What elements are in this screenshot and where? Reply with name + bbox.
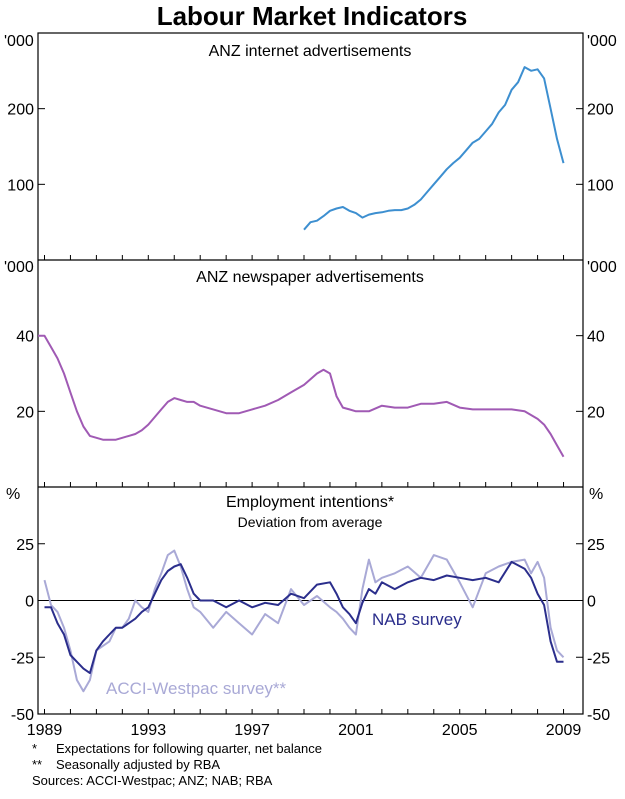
y-tick-label-left: 100	[7, 177, 34, 194]
unit-label-left-p1: '000	[4, 33, 34, 50]
acci-series-label: ACCI-Westpac survey**	[106, 679, 287, 698]
y-tick-label-right: 25	[587, 537, 605, 554]
series-line-anz-newspaper-advertisements	[38, 334, 565, 458]
panel-title-employment: Employment intentions*	[226, 494, 394, 511]
y-tick-label-left: 40	[16, 329, 34, 346]
sources-note: Sources: ACCI-Westpac; ANZ; NAB; RBA	[32, 773, 322, 789]
y-tick-label-left: -50	[11, 707, 34, 724]
x-tick-label: 2009	[546, 722, 582, 739]
footnote-1: * Expectations for following quarter, net…	[32, 741, 322, 757]
y-tick-label-right: -25	[587, 650, 610, 667]
x-tick-label: 1993	[131, 722, 167, 739]
plot-frame	[37, 32, 584, 715]
nab-series-label: NAB survey	[372, 610, 462, 629]
y-tick-label-left: -25	[11, 650, 34, 667]
x-tick-label: 1989	[27, 722, 63, 739]
x-tick-label: 2005	[442, 722, 478, 739]
figure-title: Labour Market Indicators	[157, 1, 468, 31]
footnote-text: Expectations for following quarter, net …	[56, 741, 322, 756]
unit-label-right-p1: '000	[587, 33, 617, 50]
y-tick-label-right: 200	[587, 102, 614, 119]
panel-subtitle-employment: Deviation from average	[238, 514, 383, 530]
y-tick-label-left: 0	[25, 594, 34, 611]
x-tick-label: 2001	[338, 722, 374, 739]
footnote-marker: **	[32, 757, 43, 772]
y-tick-label-left: 25	[16, 537, 34, 554]
x-tick-label: 1997	[234, 722, 270, 739]
footnotes: * Expectations for following quarter, net…	[32, 741, 322, 789]
y-tick-label-left: 20	[16, 404, 34, 421]
unit-label-left-p3: %	[6, 486, 20, 503]
unit-label-right-p3: %	[589, 486, 603, 503]
y-tick-label-right: 0	[587, 594, 596, 611]
y-tick-label-right: 100	[587, 177, 614, 194]
footnote-2: ** Seasonally adjusted by RBA	[32, 757, 322, 773]
footnote-text: Seasonally adjusted by RBA	[56, 757, 221, 772]
panel-title-internet: ANZ internet advertisements	[209, 43, 412, 60]
series-line-acci-westpac-survey	[43, 549, 565, 693]
y-tick-label-right: 20	[587, 404, 605, 421]
y-tick-label-right: -50	[587, 707, 610, 724]
y-tick-label-left: 200	[7, 102, 34, 119]
y-tick-label-right: 40	[587, 329, 605, 346]
series-line-nab-survey	[44, 560, 564, 675]
unit-label-right-p2: '000	[587, 259, 617, 276]
panel-title-newspaper: ANZ newspaper advertisements	[196, 269, 424, 286]
footnote-marker: *	[32, 741, 38, 756]
series-line-anz-internet-advertisements	[303, 66, 565, 231]
unit-label-left-p2: '000	[4, 259, 34, 276]
sources-text: Sources: ACCI-Westpac; ANZ; NAB; RBA	[32, 773, 273, 788]
